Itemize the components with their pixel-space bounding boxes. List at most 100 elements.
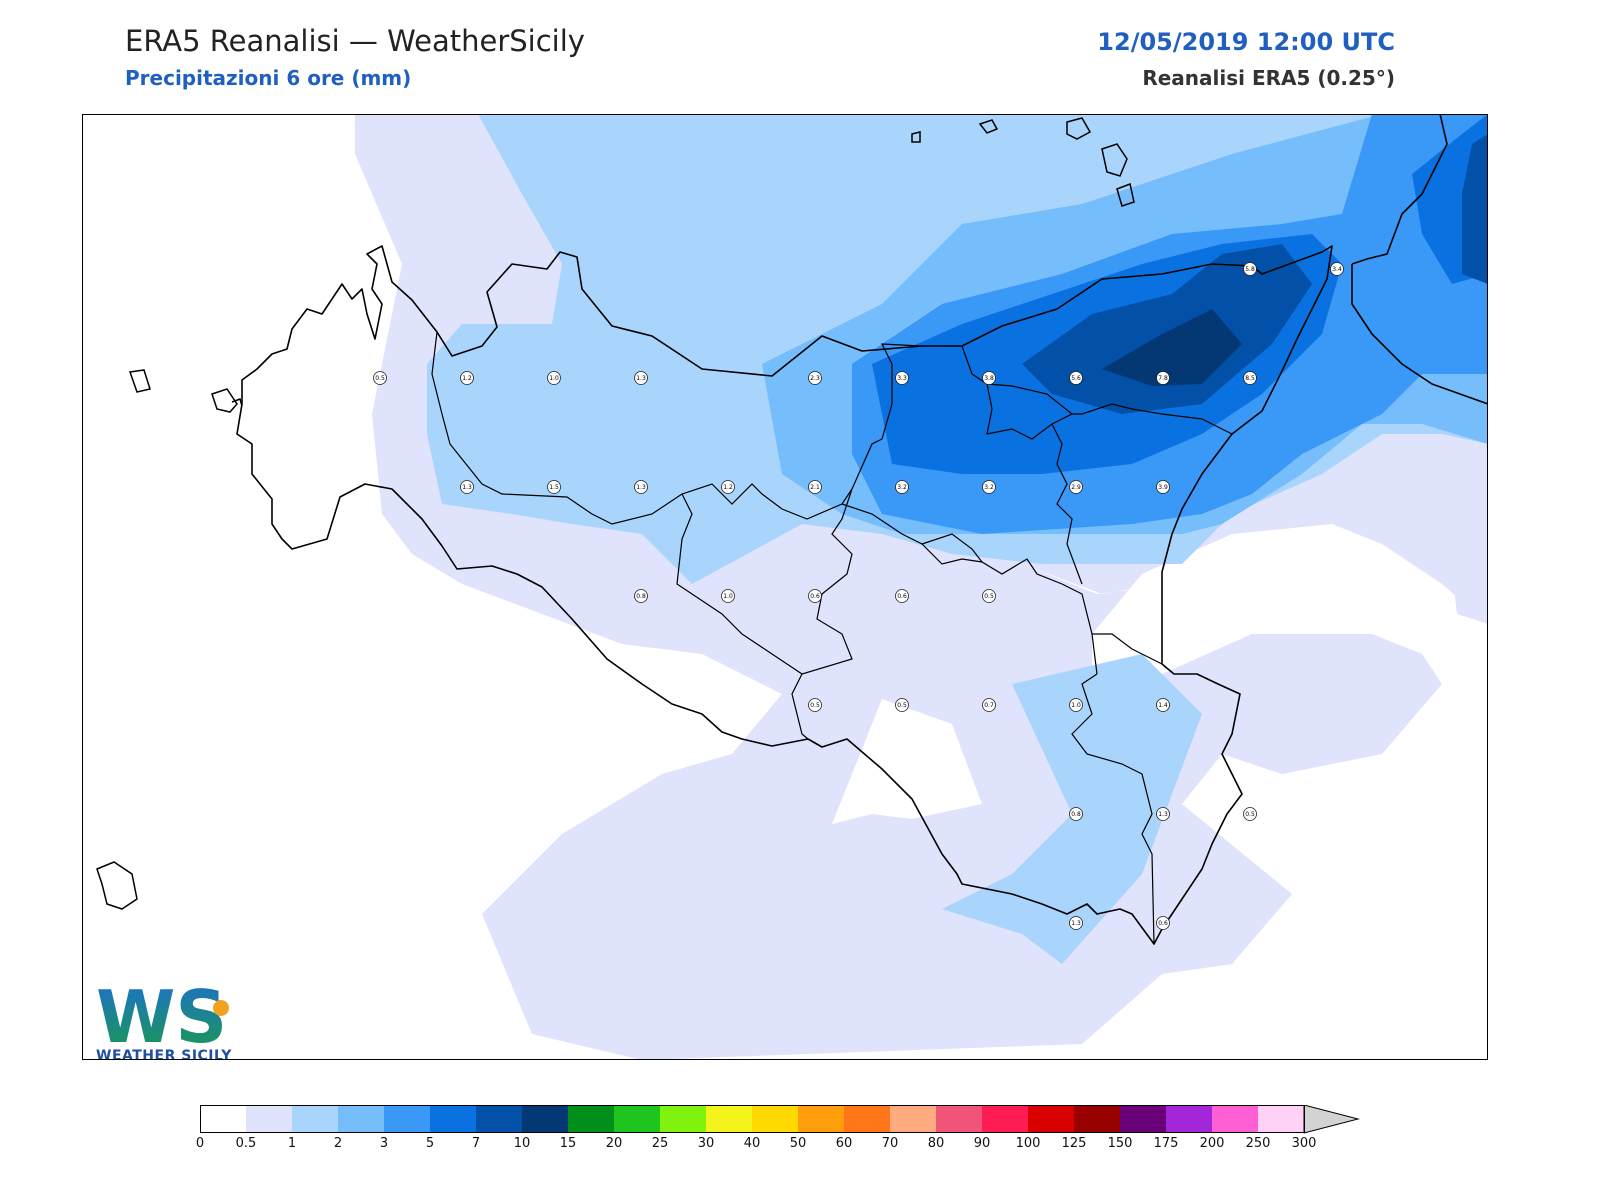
station-value: 2.9 — [1069, 480, 1083, 494]
station-value: 0.5 — [895, 698, 909, 712]
islands — [96, 117, 1135, 910]
station-value: 0.5 — [808, 698, 822, 712]
precipitation-colorbar — [200, 1105, 1360, 1134]
precipitation-map: 0.5 1.2 1.0 1.3 2.3 3.3 3.8 5.6 7.8 8.5 5.8 3.4 1.3 1… — [82, 114, 1488, 1060]
svg-text:1.3: 1.3 — [636, 375, 646, 382]
colorbar-swatch — [1120, 1105, 1166, 1133]
colorbar-swatch — [568, 1105, 614, 1133]
colorbar-tick-label: 7 — [471, 1136, 481, 1151]
colorbar-tick-label: 1 — [287, 1136, 297, 1151]
colorbar-tick-label: 5 — [425, 1136, 435, 1151]
colorbar-swatch — [798, 1105, 844, 1133]
svg-text:0.6: 0.6 — [897, 593, 907, 600]
station-value: 3.4 — [1330, 262, 1344, 276]
svg-text:5.6: 5.6 — [1071, 375, 1081, 382]
svg-text:0.5: 0.5 — [1245, 811, 1255, 818]
station-value: 0.5 — [982, 589, 996, 603]
station-value: 8.5 — [1243, 371, 1257, 385]
colorbar-swatch — [1212, 1105, 1258, 1133]
colorbar-tick-label: 3 — [379, 1136, 389, 1151]
colorbar-swatch — [1028, 1105, 1074, 1133]
precip-zone-10 — [1102, 309, 1242, 386]
station-value: 2.1 — [808, 480, 822, 494]
station-value: 5.6 — [1069, 371, 1083, 385]
station-value: 3.2 — [895, 480, 909, 494]
svg-text:1.3: 1.3 — [1158, 811, 1168, 818]
colorbar-swatch — [614, 1105, 660, 1133]
precip-zone-7 — [1022, 134, 1488, 414]
station-value: 7.8 — [1156, 371, 1170, 385]
colorbar-tick-label: 300 — [1291, 1136, 1317, 1151]
colorbar-swatch — [1258, 1105, 1304, 1133]
colorbar-swatch — [292, 1105, 338, 1133]
svg-text:3.2: 3.2 — [897, 484, 907, 491]
station-value: 1.0 — [721, 589, 735, 603]
colorbar-swatch — [752, 1105, 798, 1133]
station-value: 0.6 — [895, 589, 909, 603]
svg-text:2.9: 2.9 — [1071, 484, 1081, 491]
colorbar-swatch — [890, 1105, 936, 1133]
svg-text:1.3: 1.3 — [462, 484, 472, 491]
svg-text:1.0: 1.0 — [549, 375, 559, 382]
svg-text:3.2: 3.2 — [984, 484, 994, 491]
ws-logo-icon: WS — [96, 975, 229, 1059]
svg-text:3.9: 3.9 — [1158, 484, 1168, 491]
svg-text:7.8: 7.8 — [1158, 375, 1168, 382]
station-value: 1.3 — [634, 480, 648, 494]
colorbar-swatch — [384, 1105, 430, 1133]
colorbar-swatch — [246, 1105, 292, 1133]
colorbar-swatch — [706, 1105, 752, 1133]
precip-zone-0 — [832, 564, 1382, 824]
station-value: 0.8 — [1069, 807, 1083, 821]
station-value: 5.8 — [1243, 262, 1257, 276]
sicily-coastline — [236, 114, 1488, 945]
svg-text:1.3: 1.3 — [1071, 920, 1081, 927]
weather-sicily-logo: WS WEATHER SICILY — [96, 975, 256, 1072]
svg-text:0.6: 0.6 — [1158, 920, 1168, 927]
svg-text:3.8: 3.8 — [984, 375, 994, 382]
colorbar-tick-label: 50 — [789, 1136, 807, 1151]
map-subtitle: Precipitazioni 6 ore (mm) — [125, 66, 412, 90]
svg-text:8.5: 8.5 — [1245, 375, 1255, 382]
colorbar-tick-label: 150 — [1107, 1136, 1133, 1151]
colorbar-tick-label: 0 — [195, 1136, 205, 1151]
colorbar-tick-label: 30 — [697, 1136, 715, 1151]
station-value: 0.6 — [1156, 916, 1170, 930]
colorbar-tick-label: 15 — [559, 1136, 577, 1151]
svg-text:0.6: 0.6 — [810, 593, 820, 600]
colorbar-swatch — [338, 1105, 384, 1133]
provincial-boundaries — [431, 331, 1233, 945]
colorbar-tick-label: 70 — [881, 1136, 899, 1151]
station-value: 3.3 — [895, 371, 909, 385]
logo-caption: WEATHER SICILY — [96, 1048, 232, 1064]
station-values: 0.5 1.2 1.0 1.3 2.3 3.3 3.8 5.6 7.8 8.5 5.8 3.4 1.3 1… — [373, 262, 1344, 930]
station-value: 1.2 — [460, 371, 474, 385]
svg-text:5.8: 5.8 — [1245, 266, 1255, 273]
colorbar-swatch — [522, 1105, 568, 1133]
map-title: ERA5 Reanalisi — WeatherSicily — [125, 24, 585, 58]
station-value: 0.6 — [808, 589, 822, 603]
svg-text:2.3: 2.3 — [810, 375, 820, 382]
colorbar-swatch — [1166, 1105, 1212, 1133]
svg-text:1.0: 1.0 — [723, 593, 733, 600]
station-value: 1.2 — [721, 480, 735, 494]
svg-text:1.2: 1.2 — [723, 484, 733, 491]
svg-text:2.1: 2.1 — [810, 484, 820, 491]
station-value: 1.0 — [1069, 698, 1083, 712]
colorbar-tick-label: 20 — [605, 1136, 623, 1151]
station-value: 3.8 — [982, 371, 996, 385]
svg-text:1.5: 1.5 — [549, 484, 559, 491]
station-value: 2.3 — [808, 371, 822, 385]
colorbar-swatch — [476, 1105, 522, 1133]
svg-text:1.4: 1.4 — [1158, 702, 1168, 709]
valid-datetime: 12/05/2019 12:00 UTC — [1097, 28, 1395, 56]
colorbar-tick-label: 100 — [1015, 1136, 1041, 1151]
colorbar-tick-label: 90 — [973, 1136, 991, 1151]
colorbar-tick-label: 10 — [513, 1136, 531, 1151]
colorbar-tick-label: 175 — [1153, 1136, 1179, 1151]
station-value: 0.5 — [373, 371, 387, 385]
colorbar-swatch — [200, 1105, 246, 1133]
colorbar-swatch — [660, 1105, 706, 1133]
station-value: 1.4 — [1156, 698, 1170, 712]
colorbar-swatch — [982, 1105, 1028, 1133]
